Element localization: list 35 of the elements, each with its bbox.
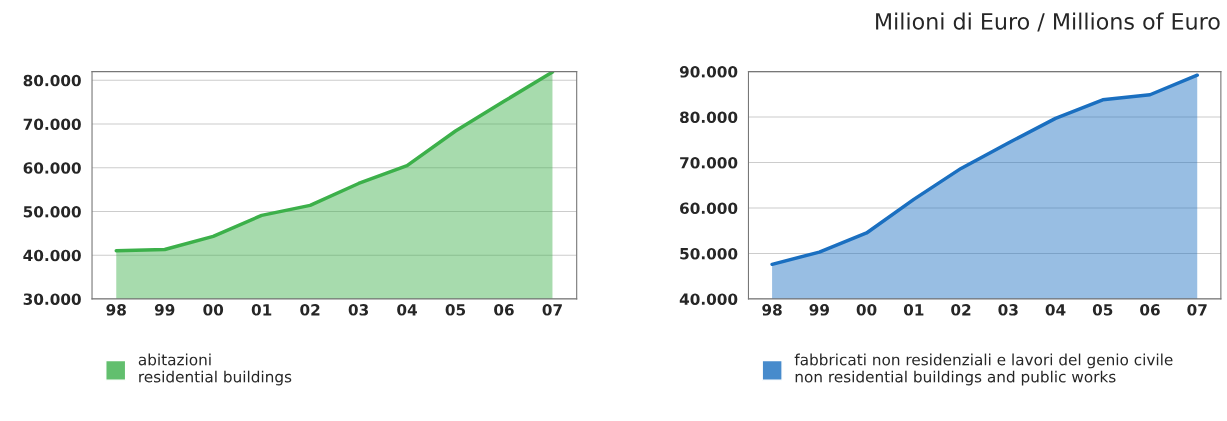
x-tick-label: 07 bbox=[1187, 304, 1207, 316]
y-tick-label: 30.000 bbox=[23, 293, 81, 305]
y-tick-label: 70.000 bbox=[23, 118, 81, 131]
y-tick-label: 70.000 bbox=[680, 156, 738, 169]
x-tick-label: 04 bbox=[1045, 304, 1066, 316]
x-tick-label: 02 bbox=[951, 304, 971, 316]
y-tick-label: 80.000 bbox=[23, 74, 81, 87]
y-tick-label: 40.000 bbox=[23, 249, 81, 262]
chart-title: Milioni di Euro / Millions of Euro bbox=[876, 12, 1220, 32]
x-tick-label: 00 bbox=[203, 304, 224, 316]
y-tick-label: 60.000 bbox=[23, 162, 81, 174]
x-tick-label: 03 bbox=[998, 304, 1018, 316]
y-tick-label: 40.000 bbox=[679, 293, 738, 305]
x-tick-label: 06 bbox=[1140, 304, 1160, 316]
legend-label: abitazioni residential buildings bbox=[138, 353, 292, 386]
y-tick-label: 80.000 bbox=[680, 111, 738, 124]
x-tick-label: 99 bbox=[809, 304, 829, 316]
x-tick-label: 04 bbox=[397, 304, 417, 316]
x-tick-label: 05 bbox=[1092, 304, 1113, 316]
x-tick-label: 00 bbox=[856, 304, 877, 316]
legend-label: fabbricati non residenziali e lavori del genio civile non residential buildings and public works bbox=[794, 353, 1173, 386]
x-tick-label: 07 bbox=[542, 304, 562, 316]
x-tick-label: 02 bbox=[300, 304, 320, 316]
y-tick-label: 50.000 bbox=[680, 247, 738, 260]
y-tick-label: 90.000 bbox=[679, 66, 738, 78]
x-tick-label: 05 bbox=[445, 304, 466, 316]
x-tick-label: 03 bbox=[348, 304, 369, 316]
x-tick-label: 06 bbox=[494, 304, 514, 316]
y-tick-label: 60.000 bbox=[680, 202, 738, 214]
x-tick-label: 98 bbox=[762, 304, 782, 316]
x-tick-label: 99 bbox=[154, 304, 175, 316]
x-tick-label: 98 bbox=[106, 304, 126, 316]
x-tick-label: 01 bbox=[251, 304, 272, 316]
x-tick-label: 01 bbox=[903, 304, 924, 316]
y-tick-label: 50.000 bbox=[23, 205, 81, 218]
